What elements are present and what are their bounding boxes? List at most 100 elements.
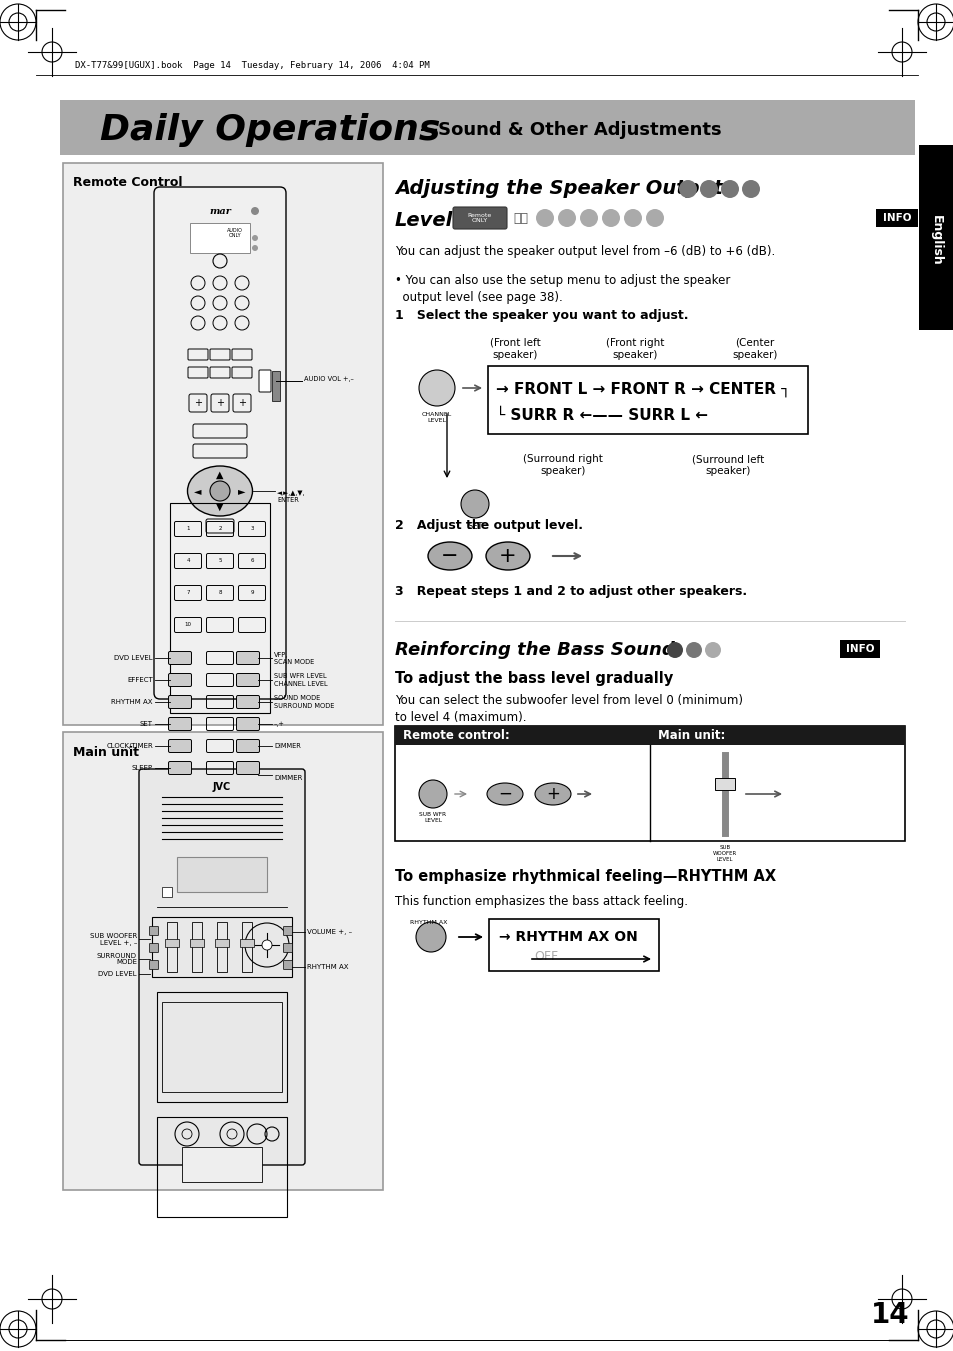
Circle shape [623, 209, 641, 227]
Text: Reinforcing the Bass Sound: Reinforcing the Bass Sound [395, 640, 674, 659]
Text: +: + [545, 785, 559, 802]
Text: Remote
ONLY: Remote ONLY [467, 212, 492, 223]
Text: –,+: –,+ [274, 721, 285, 727]
Text: DIMMER: DIMMER [274, 775, 302, 781]
FancyBboxPatch shape [283, 927, 293, 935]
Bar [240, 939, 253, 947]
Bar [272, 372, 280, 401]
Text: To adjust the bass level gradually: To adjust the bass level gradually [395, 670, 673, 685]
Text: RHYTHM AX: RHYTHM AX [112, 698, 152, 705]
Circle shape [251, 207, 258, 215]
FancyBboxPatch shape [236, 651, 259, 665]
Bar [875, 209, 917, 227]
Text: VFP,
SCAN MODE: VFP, SCAN MODE [274, 651, 314, 665]
Bar [170, 503, 270, 713]
Text: +: + [721, 758, 727, 765]
FancyBboxPatch shape [150, 927, 158, 935]
FancyBboxPatch shape [169, 717, 192, 731]
Text: EFFECT: EFFECT [127, 677, 152, 684]
Text: Daily Operations: Daily Operations [100, 113, 440, 147]
FancyBboxPatch shape [169, 696, 192, 708]
Text: You can select the subwoofer level from level 0 (minimum)
to level 4 (maximum).: You can select the subwoofer level from … [395, 694, 742, 724]
Text: +: + [215, 399, 224, 408]
Circle shape [601, 209, 619, 227]
Text: Adjusting the Speaker Output: Adjusting the Speaker Output [395, 180, 722, 199]
Bar [192, 921, 202, 971]
Text: (Front left
speaker): (Front left speaker) [489, 338, 539, 361]
Bar [177, 857, 267, 892]
Text: (Center
speaker): (Center speaker) [732, 338, 777, 361]
Circle shape [700, 180, 718, 199]
Ellipse shape [485, 542, 530, 570]
Circle shape [460, 490, 489, 517]
Text: (Front right
speaker): (Front right speaker) [605, 338, 663, 361]
FancyBboxPatch shape [169, 762, 192, 774]
Text: English: English [928, 215, 942, 265]
Bar [152, 917, 292, 977]
Text: To emphasize rhythmical feeling—RHYTHM AX: To emphasize rhythmical feeling—RHYTHM A… [395, 870, 776, 885]
Bar [167, 921, 177, 971]
Bar [157, 1117, 287, 1217]
Text: AUDIO VOL +,–: AUDIO VOL +,– [304, 376, 354, 382]
Text: Main unit: Main unit [73, 746, 139, 758]
FancyBboxPatch shape [283, 961, 293, 970]
Text: INFO: INFO [845, 644, 873, 654]
Text: (Surround left
speaker): (Surround left speaker) [691, 454, 763, 477]
Text: RHYTHM AX: RHYTHM AX [410, 920, 447, 925]
Ellipse shape [428, 542, 472, 570]
Bar [649, 725, 904, 744]
FancyBboxPatch shape [150, 961, 158, 970]
Text: Level: Level [395, 212, 453, 231]
Text: SOUND MODE
SURROUND MODE: SOUND MODE SURROUND MODE [274, 696, 334, 708]
Text: 1   Select the speaker you want to adjust.: 1 Select the speaker you want to adjust. [395, 309, 688, 323]
Bar [216, 921, 227, 971]
Text: −: − [721, 825, 727, 832]
Circle shape [210, 481, 230, 501]
Text: ◄: ◄ [194, 486, 201, 496]
Text: You can adjust the speaker output level from –6 (dB) to +6 (dB).: You can adjust the speaker output level … [395, 246, 775, 258]
Circle shape [720, 180, 739, 199]
Text: ►: ► [238, 486, 246, 496]
Text: Main unit:: Main unit: [658, 730, 724, 742]
Circle shape [418, 780, 447, 808]
FancyBboxPatch shape [150, 943, 158, 952]
Text: → FRONT L → FRONT R → CENTER ┐: → FRONT L → FRONT R → CENTER ┐ [496, 381, 789, 397]
Text: +: + [237, 399, 246, 408]
Text: VOLUME +, –: VOLUME +, – [307, 929, 352, 935]
Bar [489, 919, 659, 971]
Text: OFF: OFF [534, 951, 558, 963]
Circle shape [666, 642, 682, 658]
Text: SET: SET [467, 521, 482, 531]
Bar [190, 939, 204, 947]
Circle shape [704, 642, 720, 658]
Text: • You can also use the setup menu to adjust the speaker
  output level (see page: • You can also use the setup menu to adj… [395, 274, 730, 304]
Text: ▲: ▲ [216, 470, 224, 480]
Bar [63, 163, 382, 725]
Text: ⧗⧗: ⧗⧗ [513, 212, 527, 224]
Text: 3   Repeat steps 1 and 2 to adjust other speakers.: 3 Repeat steps 1 and 2 to adjust other s… [395, 585, 746, 597]
Bar [157, 992, 287, 1102]
Text: SET: SET [140, 721, 152, 727]
Text: SUB
WOOFER
LEVEL: SUB WOOFER LEVEL [712, 844, 737, 862]
FancyBboxPatch shape [169, 674, 192, 686]
Bar [162, 1002, 282, 1092]
Bar [395, 725, 904, 842]
Text: This function emphasizes the bass attack feeling.: This function emphasizes the bass attack… [395, 894, 687, 908]
Bar [488, 366, 807, 434]
Circle shape [645, 209, 663, 227]
Bar [60, 100, 914, 155]
Bar [162, 888, 172, 897]
Text: → RHYTHM AX ON: → RHYTHM AX ON [498, 929, 638, 944]
Bar [918, 145, 953, 330]
Text: 3: 3 [250, 527, 253, 531]
Circle shape [685, 642, 701, 658]
Text: 2: 2 [218, 527, 221, 531]
Text: SUB WFR
LEVEL: SUB WFR LEVEL [419, 812, 446, 823]
FancyBboxPatch shape [283, 943, 293, 952]
FancyBboxPatch shape [236, 717, 259, 731]
Text: Remote Control: Remote Control [73, 177, 182, 189]
Text: SUB WOOFER
LEVEL +, –: SUB WOOFER LEVEL +, – [90, 932, 137, 946]
Text: JVC: JVC [213, 782, 231, 792]
Text: mar: mar [209, 207, 231, 216]
Circle shape [262, 940, 272, 950]
